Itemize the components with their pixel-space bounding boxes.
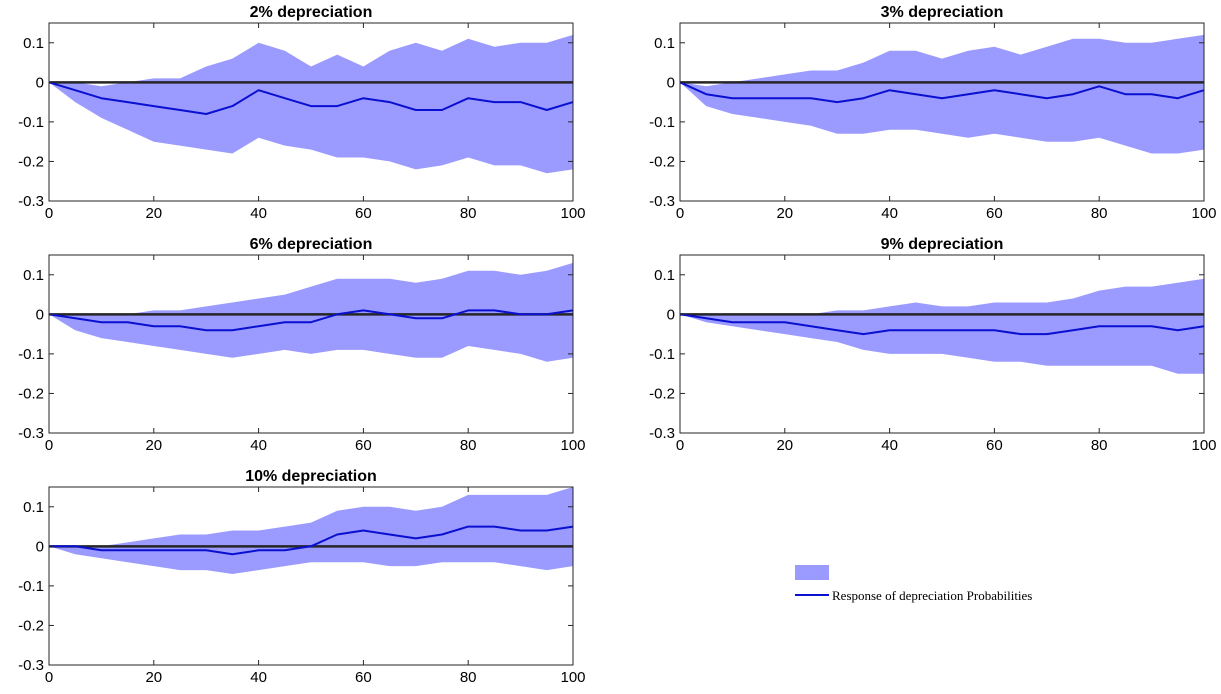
axes-box	[679, 22, 1205, 202]
confidence-band	[49, 34, 573, 174]
y-tick-label: -0.2	[18, 617, 44, 634]
x-tick-label: 100	[1191, 205, 1216, 222]
response-line	[679, 81, 1205, 104]
legend-line-label: Response of depreciation Probabilities	[832, 588, 1032, 603]
x-tick-label: 0	[676, 437, 684, 454]
y-tick-label: 0.1	[23, 499, 44, 516]
panel-title: 6% depreciation	[250, 236, 373, 253]
x-tick-label: 80	[460, 205, 477, 222]
x-tick-label: 20	[145, 669, 162, 686]
axes-box	[48, 22, 574, 202]
x-tick-label: 20	[145, 205, 162, 222]
x-tick-label: 20	[145, 437, 162, 454]
y-tick-label: -0.1	[18, 346, 44, 363]
response-line	[48, 309, 574, 332]
y-tick-label: -0.3	[649, 425, 675, 442]
y-tick-label: -0.2	[649, 385, 675, 402]
x-tick-label: 40	[250, 669, 267, 686]
x-tick-label: 20	[776, 437, 793, 454]
x-tick-label: 0	[45, 205, 53, 222]
response-line	[49, 525, 574, 556]
confidence-band	[680, 34, 1204, 154]
y-tick-label: -0.3	[18, 657, 44, 674]
x-tick-label: 0	[45, 669, 53, 686]
y-tick-label: 0.1	[23, 35, 44, 52]
confidence-band	[49, 487, 573, 574]
x-tick-label: 60	[986, 437, 1003, 454]
x-tick-label: 80	[460, 437, 477, 454]
x-tick-label: 100	[1191, 437, 1216, 454]
x-tick-label: 100	[560, 669, 585, 686]
response-line	[679, 313, 1205, 336]
y-tick-label: 0.1	[654, 35, 675, 52]
x-tick-label: 60	[986, 205, 1003, 222]
x-tick-label: 100	[560, 437, 585, 454]
x-tick-label: 0	[676, 205, 684, 222]
axes-box	[48, 254, 574, 434]
y-tick-label: 0	[667, 74, 675, 91]
x-tick-label: 40	[250, 437, 267, 454]
y-tick-label: -0.1	[649, 346, 675, 363]
panels: 0 20 40 60 80 100 0.1 0 -0.1 -0.2 -0.3 2% depreciat…	[18, 4, 1216, 686]
x-tick-label: 100	[560, 205, 585, 222]
x-tick-label: 60	[355, 205, 372, 222]
y-tick-label: -0.3	[18, 425, 44, 442]
axes-box	[48, 486, 574, 666]
x-tick-label: 40	[250, 205, 267, 222]
panel-title: 3% depreciation	[881, 4, 1004, 21]
x-tick-label: 40	[881, 437, 898, 454]
x-tick-label: 80	[1091, 205, 1108, 222]
x-tick-label: 20	[776, 205, 793, 222]
y-tick-label: 0.1	[654, 267, 675, 284]
panel-1: 0 20 40 60 80 100 0.1 0 -0.1 -0.2 -0.3 2% depreciat…	[18, 4, 585, 222]
panel-3: 0 20 40 60 80 100 0.1 0 -0.1 -0.2 -0.3 6% depreciat…	[18, 236, 585, 454]
y-tick-label: -0.2	[18, 385, 44, 402]
y-tick-label: -0.1	[18, 114, 44, 131]
panel-4: 0 20 40 60 80 100 0.1 0 -0.1 -0.2 -0.3 9% depreciat…	[649, 236, 1216, 454]
panel-5: 0 20 40 60 80 100 0.1 0 -0.1 -0.2 -0.3 10% deprecia…	[18, 468, 585, 686]
y-tick-label: -0.3	[649, 193, 675, 210]
x-tick-label: 0	[45, 437, 53, 454]
x-tick-label: 60	[355, 669, 372, 686]
x-tick-label: 60	[355, 437, 372, 454]
y-tick-label: -0.2	[649, 153, 675, 170]
y-tick-label: -0.2	[18, 153, 44, 170]
confidence-band	[680, 278, 1204, 374]
legend-band-swatch	[795, 565, 829, 580]
y-tick-label: -0.1	[18, 578, 44, 595]
x-tick-label: 80	[1091, 437, 1108, 454]
response-line	[48, 81, 574, 115]
y-tick-label: 0	[36, 74, 44, 91]
y-tick-label: 0	[36, 538, 44, 555]
y-tick-label: -0.3	[18, 193, 44, 210]
y-tick-label: 0.1	[23, 267, 44, 284]
legend: Response of depreciation Probabilities	[795, 565, 1032, 603]
axes-box	[679, 254, 1205, 434]
y-tick-label: 0	[36, 306, 44, 323]
confidence-band	[49, 262, 573, 362]
panel-2: 0 20 40 60 80 100 0.1 0 -0.1 -0.2 -0.3 3% depreciat…	[649, 4, 1216, 222]
x-tick-label: 80	[460, 669, 477, 686]
panel-title: 2% depreciation	[250, 4, 373, 21]
y-tick-label: 0	[667, 306, 675, 323]
x-tick-label: 40	[881, 205, 898, 222]
panel-title: 10% depreciation	[245, 468, 377, 485]
y-tick-label: -0.1	[649, 114, 675, 131]
panel-title: 9% depreciation	[881, 236, 1004, 253]
